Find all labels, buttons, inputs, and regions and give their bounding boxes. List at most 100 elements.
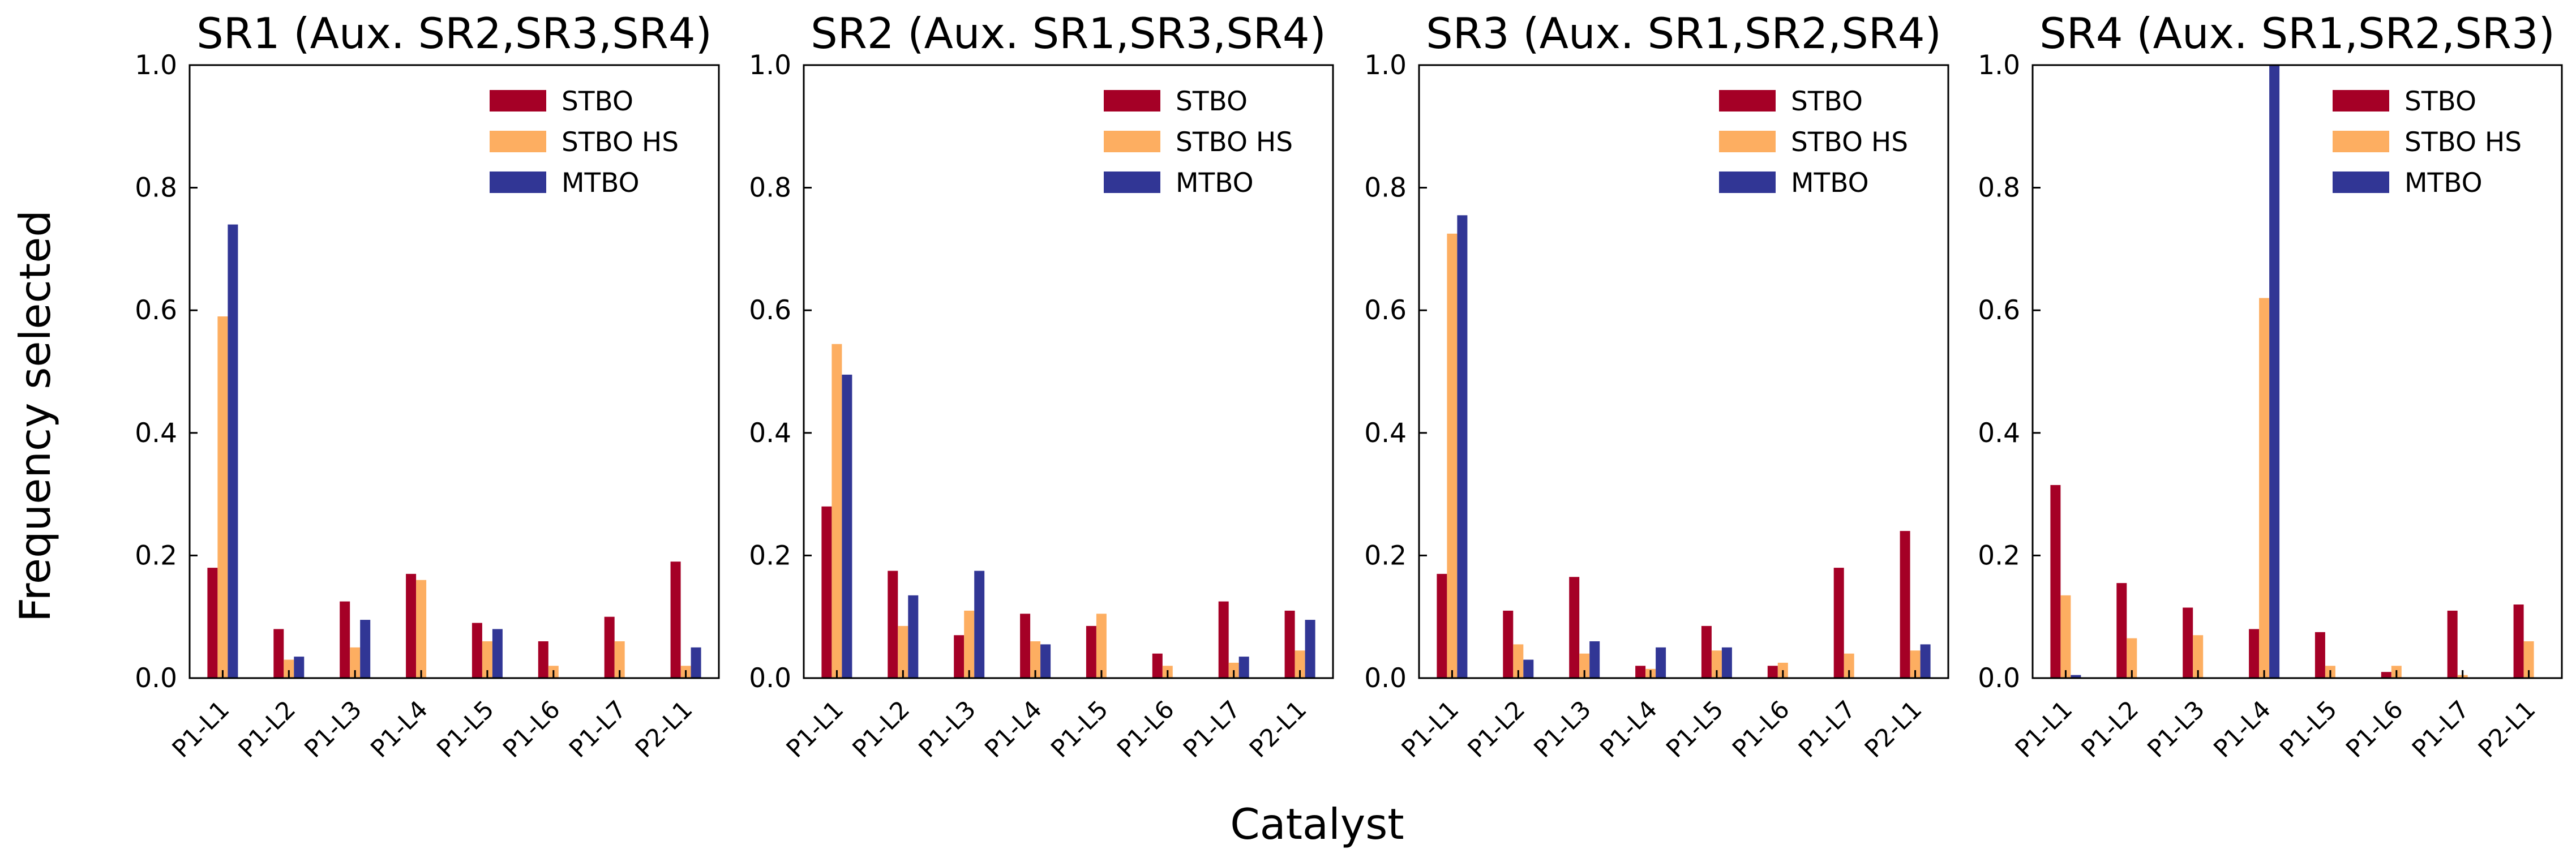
chart-panel-3: SR3 (Aux. SR1,SR2,SR4)P1-L1P1-L2P1-L3P1-… [1364,8,1949,764]
y-tick-label: 0.4 [135,418,177,449]
bar-stbo-p1-l1 [821,506,832,678]
legend-label-stbo: STBO [562,86,633,117]
bar-stbo-p1-l6 [538,641,548,678]
bar-stbo-p1-l6 [1152,653,1163,678]
bar-stbo-p1-l4 [406,573,417,678]
x-tick-label: P1-L3 [299,695,367,763]
legend-label-stbo-hs: STBO HS [1791,127,1908,158]
y-tick-label: 0.0 [1364,663,1407,694]
bar-stbo-p1-l2 [273,629,284,678]
bar-stbo-p1-l5 [1086,625,1096,678]
legend-label-stbo: STBO [1791,86,1863,117]
y-tick-label: 0.6 [749,295,791,326]
bar-stbo-p1-l7 [604,616,615,678]
legend-swatch-stbo [1719,90,1776,112]
bar-stbo-p1-l6 [2381,672,2391,678]
y-tick-label: 1.0 [1978,50,2020,81]
bar-mtbo-p1-l2 [294,657,305,678]
legend: STBO STBO HS MTBO [490,86,679,199]
legend-label-mtbo: MTBO [1176,168,1254,199]
bar-stbo-hs-p2-l1 [1295,650,1305,678]
x-tick-label: P1-L3 [2142,695,2210,763]
bar-stbo-p1-l4 [2249,629,2260,678]
bar-mtbo-p2-l1 [1920,644,1931,678]
bar-mtbo-p1-l1 [228,224,238,679]
legend-label-stbo-hs: STBO HS [562,127,679,158]
bar-stbo-hs-p1-l5 [1096,614,1107,678]
legend-swatch-stbo [2333,90,2389,112]
bar-stbo-hs-p2-l1 [1910,650,1921,678]
bar-stbo-hs-p1-l1 [217,316,228,678]
bar-stbo-p1-l3 [2183,607,2193,678]
x-tick-label: P2-L1 [1859,695,1927,763]
chart-panel-1: SR1 (Aux. SR2,SR3,SR4)P1-L1P1-L2P1-L3P1-… [135,8,720,764]
bar-stbo-p1-l2 [888,571,898,678]
bar-stbo-hs-p1-l5 [1711,650,1722,678]
bar-stbo-p1-l1 [2050,485,2061,678]
legend: STBO STBO HS MTBO [2333,86,2522,199]
legend-swatch-mtbo [1719,172,1776,193]
bar-mtbo-p1-l4 [2269,65,2280,678]
y-tick-label: 0.6 [1364,295,1407,326]
bar-stbo-hs-p1-l2 [1513,644,1524,678]
y-tick-label: 0.6 [135,295,177,326]
legend-swatch-stbo [490,90,546,112]
x-tick-label: P1-L7 [1793,695,1861,763]
bar-stbo-p1-l1 [1437,573,1447,678]
legend-label-stbo: STBO [1176,86,1248,117]
x-tick-label: P1-L2 [847,695,915,763]
bar-mtbo-p1-l1 [1457,215,1468,678]
x-tick-label: P2-L1 [2473,695,2541,763]
y-tick-label: 0.8 [749,173,791,204]
bar-stbo-p1-l7 [1833,568,1844,678]
legend-label-stbo-hs: STBO HS [1176,127,1293,158]
bar-stbo-hs-p1-l2 [898,625,908,678]
x-tick-label: P1-L1 [2010,695,2078,763]
legend-label-stbo: STBO [2404,86,2476,117]
chart-panels: SR1 (Aux. SR2,SR3,SR4)P1-L1P1-L2P1-L3P1-… [135,8,2563,764]
x-tick-label: P1-L6 [498,695,565,763]
legend: STBO STBO HS MTBO [1104,86,1293,199]
bar-stbo-p1-l3 [340,601,350,678]
bar-stbo-hs-p1-l4 [2259,298,2270,678]
x-tick-label: P1-L4 [2209,695,2277,763]
bar-stbo-p1-l5 [472,623,482,678]
bar-stbo-hs-p1-l3 [1579,653,1590,678]
x-tick-label: P1-L5 [1045,695,1113,763]
bar-mtbo-p1-l4 [1656,647,1666,678]
x-tick-label: P1-L7 [1178,695,1246,763]
bar-mtbo-p1-l5 [1721,647,1732,678]
bar-stbo-hs-p1-l3 [2193,635,2204,678]
plot-frame [188,64,720,679]
x-tick-label: P2-L1 [630,695,698,763]
bar-stbo-hs-p1-l5 [482,641,492,678]
bar-stbo-p1-l4 [1635,666,1646,678]
bar-mtbo-p1-l1 [2071,675,2081,678]
y-tick-label: 0.4 [749,418,791,449]
y-tick-label: 0.0 [749,663,791,694]
bar-stbo-hs-p1-l7 [614,641,625,678]
bar-stbo-p2-l1 [1284,610,1295,678]
bar-stbo-p1-l3 [1569,577,1580,678]
bar-stbo-p1-l6 [1767,666,1778,678]
x-tick-label: P1-L3 [1529,695,1597,763]
bar-stbo-p1-l4 [1020,614,1031,678]
legend-swatch-stbo-hs [490,131,546,152]
legend-swatch-stbo-hs [2333,131,2389,152]
x-tick-label: P1-L7 [2407,695,2475,763]
y-tick-label: 0.0 [135,663,177,694]
bar-mtbo-p1-l2 [1523,659,1534,678]
chart-title: SR2 (Aux. SR1,SR3,SR4) [811,8,1326,58]
bar-stbo-p1-l5 [2314,632,2325,678]
bar-stbo-p1-l5 [1701,625,1712,678]
bar-mtbo-p1-l1 [842,374,852,678]
legend-swatch-stbo [1104,90,1160,112]
x-tick-label: P1-L1 [781,695,849,763]
bar-stbo-hs-p1-l1 [2060,595,2071,678]
y-tick-label: 0.8 [135,173,177,204]
chart-title: SR3 (Aux. SR1,SR2,SR4) [1426,8,1941,58]
legend-swatch-stbo-hs [1104,131,1160,152]
y-tick-label: 0.4 [1364,418,1407,449]
bar-stbo-hs-p1-l2 [284,659,294,678]
